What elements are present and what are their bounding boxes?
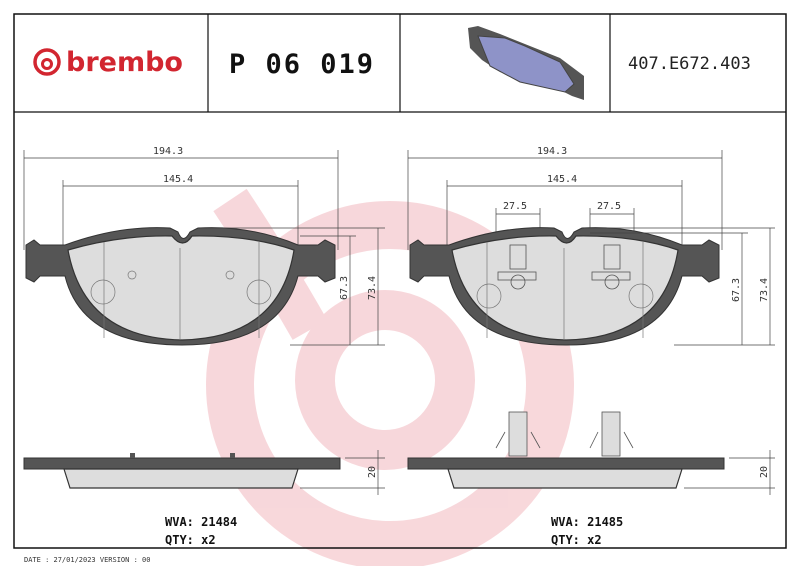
dim-height-inner: 67.3 <box>339 276 350 300</box>
dim-thickness: 20 <box>759 466 770 478</box>
dim-sensor-left: 27.5 <box>503 201 527 212</box>
right-wva: WVA: 21485 <box>551 515 623 529</box>
right-pad-side-view: 20 <box>407 411 775 495</box>
dim-thickness: 20 <box>367 466 378 478</box>
left-pad-side-view: 20 <box>23 450 385 495</box>
brand-name: brembo <box>66 47 183 78</box>
right-qty: QTY: x2 <box>551 533 602 547</box>
left-wva: WVA: 21484 <box>165 515 237 529</box>
brake-pad-preview-image <box>468 26 584 100</box>
dim-sensor-right: 27.5 <box>597 201 621 212</box>
wear-sensor-right <box>591 244 631 290</box>
left-pad-front-view: 194.3 145.4 67.3 73.4 <box>23 146 385 346</box>
brembo-logo: brembo <box>33 47 183 78</box>
dim-height-inner: 67.3 <box>731 278 742 302</box>
date-version: DATE : 27/01/2023 VERSION : 00 <box>24 556 150 564</box>
reference-code: 407.E672.403 <box>628 54 751 74</box>
dim-total-width: 194.3 <box>537 146 567 157</box>
right-pad-front-view: 194.3 145.4 27.5 27.5 67.3 73.4 <box>407 146 775 346</box>
part-number: P 06 019 <box>229 49 375 80</box>
dim-height-total: 73.4 <box>367 276 378 300</box>
dim-total-width: 194.3 <box>153 146 183 157</box>
dim-height-total: 73.4 <box>759 278 770 302</box>
wear-sensor-clips <box>495 411 634 457</box>
left-qty: QTY: x2 <box>165 533 216 547</box>
brembo-logo-icon <box>33 48 61 76</box>
dim-inner-width: 145.4 <box>547 174 577 185</box>
dim-inner-width: 145.4 <box>163 174 193 185</box>
wear-sensor-left <box>497 244 537 290</box>
